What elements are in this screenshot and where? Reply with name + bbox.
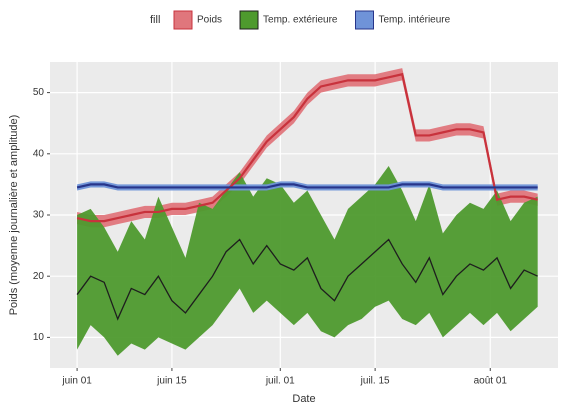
legend-label: Temp. intérieure bbox=[379, 15, 451, 26]
y-tick-label: 40 bbox=[33, 148, 45, 159]
y-tick-label: 10 bbox=[33, 332, 45, 343]
legend-key bbox=[355, 10, 374, 30]
ribbon bbox=[77, 166, 538, 356]
y-tick-label: 20 bbox=[33, 271, 45, 282]
mean-line bbox=[76, 183, 538, 189]
legend-label: Temp. extérieure bbox=[263, 15, 338, 26]
y-tick-label: 30 bbox=[33, 210, 45, 221]
mean-line bbox=[76, 238, 538, 321]
legend-title: fill bbox=[150, 14, 160, 26]
legend-key bbox=[239, 10, 259, 30]
x-axis-title: Date bbox=[292, 393, 315, 405]
legend-label: Poids bbox=[197, 15, 222, 26]
x-tick-label: juin 01 bbox=[61, 376, 92, 387]
x-tick-label: juin 15 bbox=[156, 376, 187, 387]
x-tick-label: juil. 15 bbox=[360, 376, 390, 387]
x-tick-label: août 01 bbox=[474, 376, 508, 387]
y-axis-title: Poids (moyenne journalière et amplitude) bbox=[8, 115, 20, 316]
legend-key bbox=[173, 10, 193, 30]
mean-line bbox=[76, 72, 538, 223]
x-tick-label: juil. 01 bbox=[265, 376, 295, 387]
y-tick-label: 50 bbox=[33, 87, 45, 98]
